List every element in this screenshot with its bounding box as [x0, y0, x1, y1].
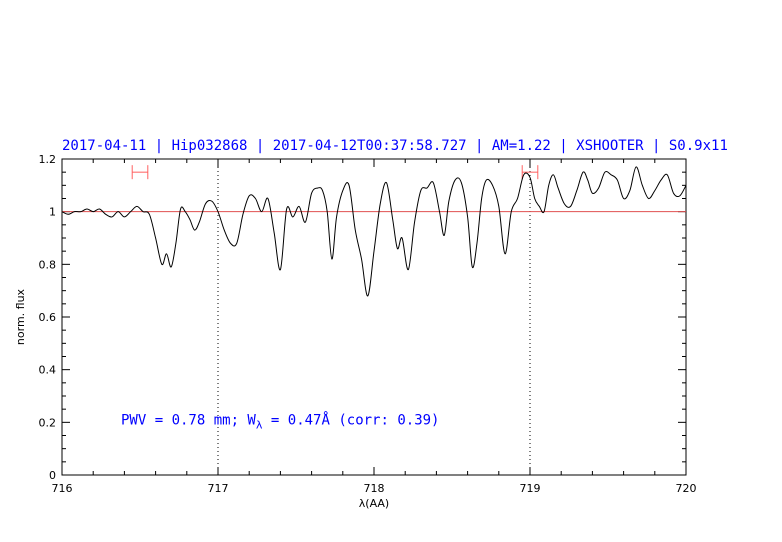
annotation-part-rest: = 0.47Å (corr: 0.39) [262, 411, 439, 428]
annotation-part-main: PWV = 0.78 mm; W [121, 412, 256, 428]
y-tick-label: 0.4 [39, 364, 57, 377]
x-axis-label: λ(AA) [359, 497, 389, 510]
y-tick-label: 1.2 [39, 153, 57, 166]
y-axis-label: norm. flux [14, 288, 27, 345]
y-tick-label: 0 [49, 469, 56, 482]
pwv-annotation: PWV = 0.78 mm; Wλ = 0.47Å (corr: 0.39) [121, 411, 440, 431]
y-tick-label: 0.8 [39, 258, 57, 271]
x-tick-label: 716 [52, 482, 73, 495]
y-tick-label: 0.2 [39, 416, 57, 429]
chart-title: 2017-04-11 | Hip032868 | 2017-04-12T00:3… [62, 138, 728, 154]
x-tick-label: 718 [364, 482, 385, 495]
interval-marker [131, 165, 149, 180]
y-tick-label: 1 [49, 206, 56, 219]
interval-marker [521, 165, 539, 180]
x-tick-label: 719 [520, 482, 541, 495]
y-tick-label: 0.6 [39, 311, 57, 324]
spectrum-line [61, 166, 687, 297]
axes-group: 716 717 718 719 720 0 0.2 0.4 0.6 0.8 1 1.2 [39, 153, 697, 495]
series-group [61, 166, 687, 297]
x-tick-label: 717 [208, 482, 229, 495]
annotation-part-subscript: λ [256, 418, 263, 431]
x-tick-label: 720 [676, 482, 697, 495]
